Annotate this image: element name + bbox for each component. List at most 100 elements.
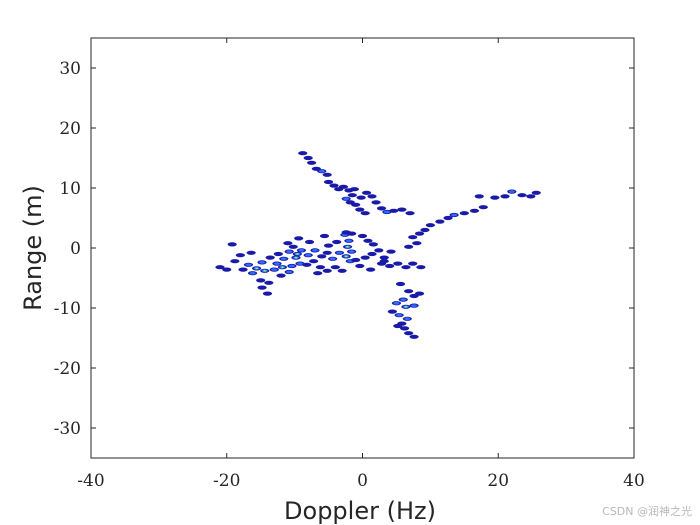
data-point [517, 193, 527, 198]
data-point [393, 323, 403, 329]
x-axis-label: Doppler (Hz) [284, 497, 436, 525]
data-point [334, 250, 345, 255]
y-tick-label: -10 [54, 299, 81, 319]
data-point [328, 256, 338, 261]
data-point [531, 190, 541, 195]
data-point [317, 169, 327, 174]
data-point [330, 265, 340, 270]
data-point [357, 233, 368, 239]
data-point [257, 260, 267, 265]
data-point [398, 297, 408, 302]
data-point [303, 155, 313, 161]
data-point [379, 259, 389, 264]
data-point [449, 212, 459, 218]
data-point [319, 233, 330, 239]
data-point [287, 263, 297, 269]
data-point [292, 251, 302, 257]
data-point [265, 255, 275, 260]
data-point [355, 207, 365, 212]
data-point [247, 271, 258, 276]
data-point [393, 261, 403, 266]
data-point [235, 253, 245, 258]
data-point [291, 255, 301, 260]
data-point [416, 265, 426, 270]
data-point [272, 261, 282, 266]
data-point [347, 231, 357, 236]
data-point [283, 241, 293, 246]
data-point [252, 266, 262, 271]
data-point [478, 205, 488, 210]
data-point [260, 268, 270, 273]
data-point [341, 254, 351, 259]
data-point [276, 273, 286, 278]
data-point [227, 242, 237, 247]
y-tick-label: 30 [59, 59, 81, 79]
data-point [435, 219, 445, 224]
data-point [341, 196, 351, 201]
data-point [374, 248, 384, 253]
y-tick-label: 20 [59, 119, 81, 139]
data-point [366, 267, 376, 272]
data-point [389, 208, 399, 213]
data-point [459, 211, 469, 216]
data-point [304, 239, 315, 245]
data-point [404, 244, 414, 249]
data-point [322, 250, 332, 255]
data-point [395, 281, 406, 287]
data-point [360, 255, 370, 260]
ticks-layer: -40 -20 0 20 40 -30 -20 -10 0 10 20 30 [54, 38, 645, 491]
data-point [338, 184, 349, 189]
data-point [409, 303, 419, 308]
data-point [246, 250, 256, 255]
data-point [332, 239, 342, 245]
data-point [408, 235, 418, 240]
data-point [298, 151, 308, 156]
data-point [322, 172, 332, 177]
data-point [409, 334, 419, 339]
data-point [323, 179, 334, 185]
data-point [371, 200, 381, 205]
data-point [401, 304, 411, 309]
data-point [443, 215, 453, 221]
data-point [310, 248, 320, 253]
data-point [313, 271, 323, 276]
data-point [347, 193, 357, 198]
data-point [277, 265, 288, 270]
data-point [387, 309, 397, 314]
data-point [296, 248, 307, 253]
data-point [360, 211, 370, 216]
data-point [322, 268, 332, 273]
points-layer [215, 151, 541, 339]
plot-area [90, 37, 635, 459]
data-point [526, 194, 536, 199]
data-point [344, 238, 354, 243]
data-point [408, 261, 418, 266]
data-point [420, 227, 430, 233]
y-tick-label: -30 [54, 419, 81, 439]
data-point [351, 257, 361, 263]
data-point [405, 211, 415, 216]
data-point [337, 268, 347, 273]
data-point [315, 265, 326, 270]
data-point [367, 194, 377, 199]
data-point [257, 285, 267, 290]
data-point [363, 238, 373, 243]
data-point [355, 263, 365, 269]
x-tick-label: -40 [77, 471, 104, 491]
data-point [269, 267, 279, 272]
data-point [309, 259, 319, 264]
data-point [404, 289, 414, 294]
data-point [284, 249, 294, 254]
data-point [317, 254, 327, 259]
data-point [356, 195, 366, 200]
data-point [399, 326, 410, 331]
data-point [402, 316, 412, 321]
data-point [414, 291, 425, 296]
data-point [367, 251, 377, 257]
data-point [302, 262, 312, 267]
data-point [306, 160, 317, 165]
data-point [349, 187, 359, 192]
data-point [264, 280, 274, 285]
y-tick-label: -20 [54, 359, 81, 379]
data-point [414, 231, 425, 236]
